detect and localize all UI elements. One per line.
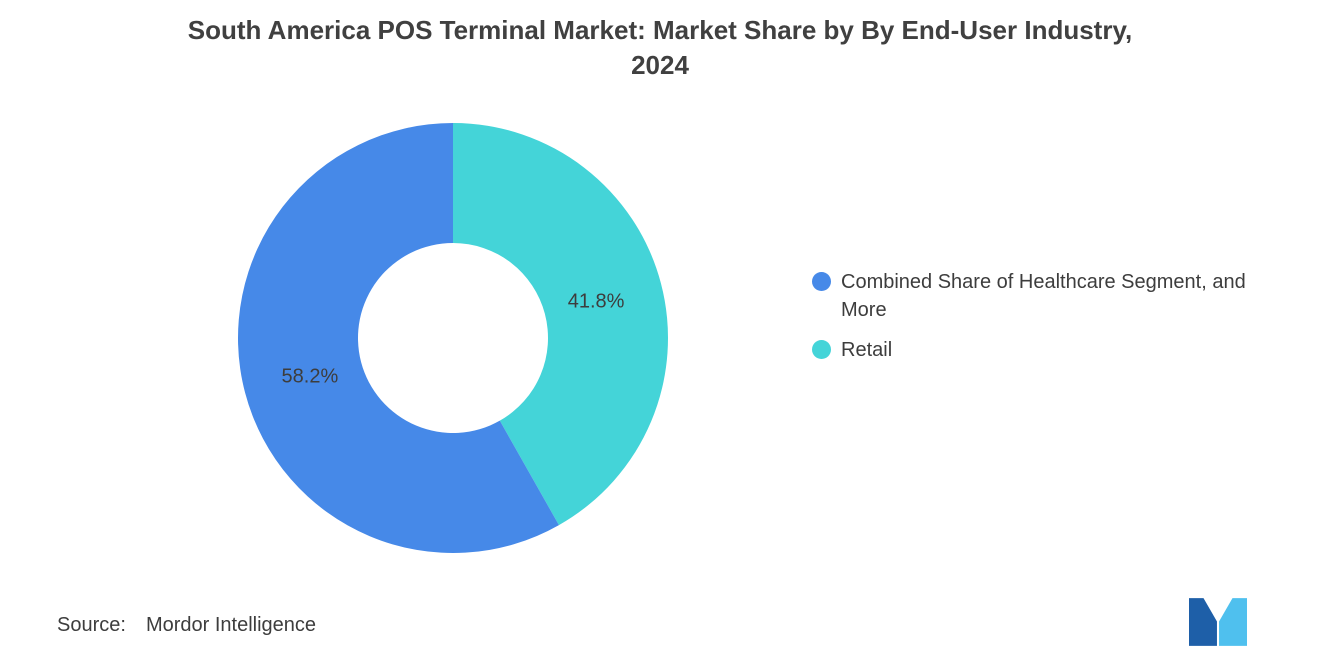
legend-item-retail: Retail: [812, 336, 1282, 364]
source-value: Mordor Intelligence: [145, 614, 317, 636]
mordor-intelligence-logo: [1189, 598, 1247, 646]
slice-label-retail: 41.8%: [568, 290, 625, 312]
chart-title: South America POS Terminal Market: Marke…: [0, 13, 1320, 83]
slice-label-healthcare-combined: 58.2%: [282, 366, 339, 388]
legend-label-healthcare-combined: Combined Share of Healthcare Segment, an…: [841, 271, 1246, 321]
chart-title-line2: 2024: [631, 50, 689, 81]
donut-chart-svg: 41.8% 58.2%: [237, 123, 668, 553]
logo-left-shape: [1189, 598, 1217, 646]
donut-segment-healthcare-combined: [237, 123, 559, 553]
legend-dot-healthcare-combined: [812, 272, 831, 291]
logo-right-shape: [1219, 598, 1247, 646]
source: Source: Mordor Intelligence: [57, 614, 316, 637]
chart-legend: Combined Share of Healthcare Segment, an…: [812, 268, 1282, 364]
legend-item-healthcare-combined: Combined Share of Healthcare Segment, an…: [812, 268, 1282, 324]
donut-segment-retail: [453, 123, 668, 526]
source-label: Source:: [57, 614, 126, 636]
chart-title-line1: South America POS Terminal Market: Marke…: [187, 15, 1133, 45]
legend-dot-retail: [812, 340, 831, 359]
legend-label-retail: Retail: [841, 339, 893, 361]
donut-chart: 41.8% 58.2%: [233, 118, 673, 558]
